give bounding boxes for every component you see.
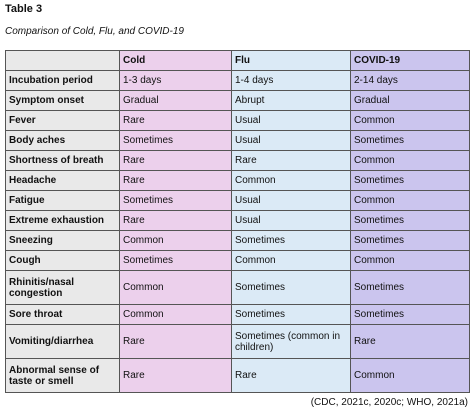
table-header-row: Cold Flu COVID-19 (5, 50, 470, 71)
covid-cell: Rare (350, 324, 470, 359)
column-header-cold: Cold (119, 50, 232, 71)
covid-cell: Sometimes (350, 170, 470, 191)
covid-cell: Sometimes (350, 130, 470, 151)
symptom-label: Cough (5, 250, 120, 271)
symptom-label: Incubation period (5, 70, 120, 91)
cold-cell: Sometimes (119, 190, 232, 211)
symptom-label: Vomiting/diarrhea (5, 324, 120, 359)
covid-cell: Common (350, 250, 470, 271)
cold-cell: Rare (119, 358, 232, 393)
symptom-label: Sore throat (5, 304, 120, 325)
covid-cell: Sometimes (350, 210, 470, 231)
symptom-label: Symptom onset (5, 90, 120, 111)
covid-cell: Common (350, 110, 470, 131)
cold-cell: Rare (119, 170, 232, 191)
symptom-label: Sneezing (5, 230, 120, 251)
flu-cell: Rare (231, 358, 351, 393)
table-row: Fatigue Sometimes Usual Common (5, 190, 470, 211)
flu-cell: Usual (231, 130, 351, 151)
flu-cell: Usual (231, 190, 351, 211)
covid-cell: Sometimes (350, 304, 470, 325)
table-row: Rhinitis/nasal congestion Common Sometim… (5, 270, 470, 305)
flu-cell: 1-4 days (231, 70, 351, 91)
symptom-label: Fever (5, 110, 120, 131)
covid-cell: Sometimes (350, 270, 470, 305)
cold-cell: Sometimes (119, 250, 232, 271)
table-row: Symptom onset Gradual Abrupt Gradual (5, 90, 470, 111)
covid-cell: Common (350, 358, 470, 393)
table-row: Headache Rare Common Sometimes (5, 170, 470, 191)
flu-cell: Sometimes (231, 304, 351, 325)
symptom-label: Body aches (5, 130, 120, 151)
cold-cell: Rare (119, 210, 232, 231)
table-row: Extreme exhaustion Rare Usual Sometimes (5, 210, 470, 231)
flu-cell: Usual (231, 110, 351, 131)
symptom-label: Headache (5, 170, 120, 191)
cold-cell: 1-3 days (119, 70, 232, 91)
table-row: Vomiting/diarrhea Rare Sometimes (common… (5, 324, 470, 359)
symptom-label: Shortness of breath (5, 150, 120, 171)
covid-cell: 2-14 days (350, 70, 470, 91)
symptom-label: Abnormal sense of taste or smell (5, 358, 120, 393)
flu-cell: Sometimes (231, 270, 351, 305)
flu-cell: Common (231, 170, 351, 191)
source-citation: (CDC, 2021c, 2020c; WHO, 2021a) (310, 397, 468, 408)
symptom-label: Extreme exhaustion (5, 210, 120, 231)
table-row: Sneezing Common Sometimes Sometimes (5, 230, 470, 251)
column-header-flu: Flu (231, 50, 351, 71)
covid-cell: Common (350, 150, 470, 171)
comparison-table: Cold Flu COVID-19 Incubation period 1-3 … (5, 50, 470, 393)
cold-cell: Common (119, 304, 232, 325)
covid-cell: Gradual (350, 90, 470, 111)
flu-cell: Common (231, 250, 351, 271)
table-row: Fever Rare Usual Common (5, 110, 470, 131)
cold-cell: Rare (119, 150, 232, 171)
flu-cell: Sometimes (231, 230, 351, 251)
covid-cell: Sometimes (350, 230, 470, 251)
table-caption: Comparison of Cold, Flu, and COVID-19 (5, 26, 184, 37)
table-row: Incubation period 1-3 days 1-4 days 2-14… (5, 70, 470, 91)
cold-cell: Common (119, 230, 232, 251)
table-row: Body aches Sometimes Usual Sometimes (5, 130, 470, 151)
table-row: Sore throat Common Sometimes Sometimes (5, 304, 470, 325)
cold-cell: Gradual (119, 90, 232, 111)
table-row: Cough Sometimes Common Common (5, 250, 470, 271)
table-row: Shortness of breath Rare Rare Common (5, 150, 470, 171)
flu-cell: Rare (231, 150, 351, 171)
table-row: Abnormal sense of taste or smell Rare Ra… (5, 358, 470, 393)
covid-cell: Common (350, 190, 470, 211)
flu-cell: Abrupt (231, 90, 351, 111)
symptom-label: Fatigue (5, 190, 120, 211)
column-header-covid: COVID-19 (350, 50, 470, 71)
symptom-label: Rhinitis/nasal congestion (5, 270, 120, 305)
cold-cell: Common (119, 270, 232, 305)
flu-cell: Usual (231, 210, 351, 231)
header-corner-cell (5, 50, 120, 71)
cold-cell: Rare (119, 110, 232, 131)
flu-cell: Sometimes (common in children) (231, 324, 351, 359)
cold-cell: Sometimes (119, 130, 232, 151)
cold-cell: Rare (119, 324, 232, 359)
table-number: Table 3 (5, 3, 43, 15)
